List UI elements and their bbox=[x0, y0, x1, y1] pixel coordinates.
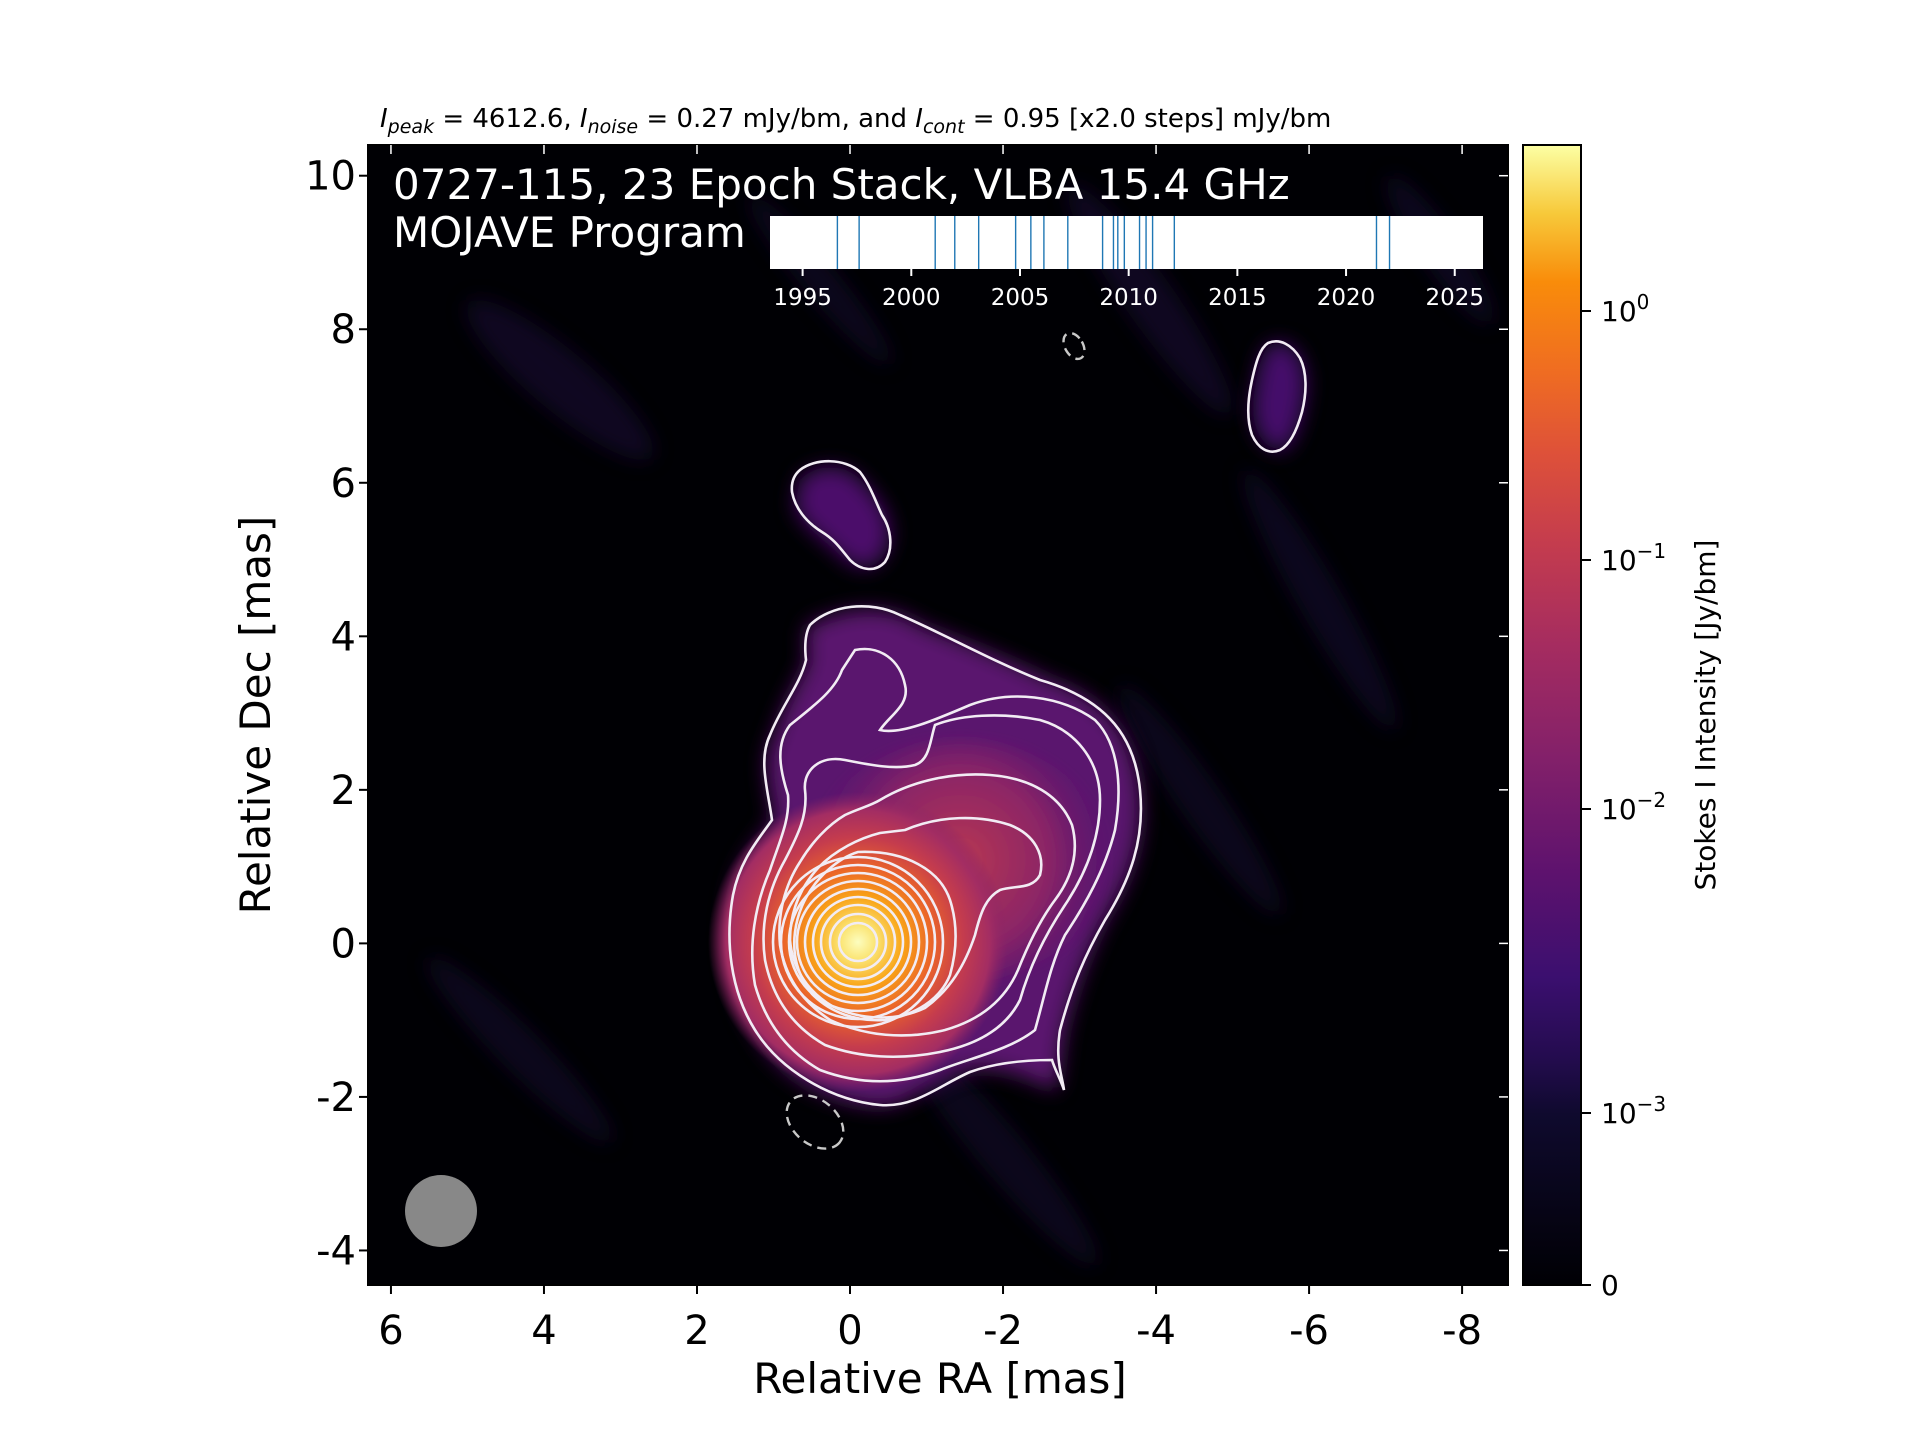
contour-2 bbox=[750, 647, 1120, 1083]
contour-9 bbox=[787, 871, 929, 1013]
epoch-tick-label: 2020 bbox=[1317, 285, 1376, 311]
epoch-tick-label: 2010 bbox=[1099, 285, 1158, 311]
colorbar-tick-label: 0 bbox=[1601, 1269, 1619, 1302]
x-tick-label: -6 bbox=[1289, 1308, 1329, 1354]
colorbar-tick-label: 100 bbox=[1601, 290, 1649, 328]
noise-symbol: I bbox=[580, 104, 588, 134]
x-tick-label: -2 bbox=[983, 1308, 1023, 1354]
noise-subscript: noise bbox=[588, 116, 639, 138]
contour-outer bbox=[728, 605, 1143, 1107]
cont-subscript: cont bbox=[923, 116, 966, 138]
contour-blob-north bbox=[790, 459, 892, 571]
x-tick-label: -4 bbox=[1136, 1308, 1176, 1354]
contour-8 bbox=[779, 863, 937, 1021]
y-tick-label: 6 bbox=[331, 461, 356, 507]
contour-10 bbox=[795, 879, 921, 1005]
epoch-tick-label: 2005 bbox=[991, 285, 1050, 311]
y-tick-label: 0 bbox=[331, 921, 356, 967]
cont-value: = 0.95 [x2.0 steps] mJy/bm bbox=[965, 104, 1332, 134]
colorbar-gradient bbox=[1523, 145, 1581, 1285]
epoch-tick-label: 2015 bbox=[1208, 285, 1267, 311]
contours bbox=[728, 340, 1307, 1107]
x-tick-label: 6 bbox=[378, 1308, 403, 1354]
x-tick-label: 0 bbox=[837, 1308, 862, 1354]
contour-blob-northeast bbox=[1246, 340, 1307, 453]
contour-15 bbox=[837, 921, 879, 963]
header-stats: Ipeak = 4612.6, Inoise = 0.27 mJy/bm, an… bbox=[380, 104, 1331, 138]
x-tick-label: 4 bbox=[531, 1308, 556, 1354]
contour-4 bbox=[778, 773, 1077, 1037]
contour-14 bbox=[828, 912, 888, 972]
y-axis-ticks: 10 8 6 4 2 0 -2 -4 bbox=[305, 154, 1508, 1274]
y-tick-label: 2 bbox=[331, 768, 356, 814]
y-tick-label: 8 bbox=[331, 307, 356, 353]
y-tick-label: 10 bbox=[305, 154, 356, 200]
peak-subscript: peak bbox=[387, 116, 435, 138]
epochs-inset-frame bbox=[770, 216, 1483, 269]
core-glow bbox=[708, 792, 1008, 1092]
epochs-inset: 1995 2000 2005 2010 2015 2020 2025 bbox=[770, 216, 1484, 311]
y-tick-label: -4 bbox=[316, 1228, 356, 1274]
noise-value: = 0.27 mJy/bm, and bbox=[638, 104, 915, 134]
cont-symbol: I bbox=[915, 104, 923, 134]
epoch-lines bbox=[836, 216, 1391, 269]
epoch-tick-label: 1995 bbox=[773, 285, 832, 311]
contour-7 bbox=[771, 855, 945, 1029]
program-name: MOJAVE Program bbox=[393, 208, 746, 257]
epoch-ticks: 1995 2000 2005 2010 2015 2020 2025 bbox=[773, 269, 1484, 311]
contour-13 bbox=[819, 903, 897, 981]
image-panel: 0727-115, 23 Epoch Stack, VLBA 15.4 GHz … bbox=[368, 145, 1508, 1285]
contour-3 bbox=[762, 714, 1102, 1059]
y-tick-label: 4 bbox=[331, 614, 356, 660]
source-title: 0727-115, 23 Epoch Stack, VLBA 15.4 GHz bbox=[393, 160, 1290, 209]
colorbar-tick-label: 10−2 bbox=[1601, 788, 1666, 826]
colorbar-label: Stokes I Intensity [Jy/bm] bbox=[1689, 540, 1722, 891]
epoch-tick-label: 2025 bbox=[1425, 285, 1484, 311]
colorbar-tick-label: 10−3 bbox=[1601, 1092, 1666, 1130]
y-tick-label: -2 bbox=[316, 1075, 356, 1121]
colorbar-ticks: 0 10−3 10−2 10−1 100 bbox=[1581, 290, 1666, 1302]
contour-12 bbox=[811, 895, 905, 989]
colorbar-frame bbox=[1522, 144, 1582, 1286]
colorbar-tick-label: 10−1 bbox=[1601, 539, 1666, 577]
epoch-tick-label: 2000 bbox=[882, 285, 941, 311]
x-axis-ticks: 6 4 2 0 -2 -4 -6 -8 bbox=[378, 145, 1482, 1354]
contour-11 bbox=[803, 887, 913, 997]
plot-frame bbox=[367, 144, 1509, 1286]
x-tick-label: 2 bbox=[684, 1308, 709, 1354]
x-axis-label: Relative RA [mas] bbox=[753, 1354, 1127, 1403]
contour-5 bbox=[788, 816, 1043, 1019]
x-tick-label: -8 bbox=[1442, 1308, 1482, 1354]
peak-value: = 4612.6, bbox=[434, 104, 580, 134]
y-axis-label: Relative Dec [mas] bbox=[231, 516, 280, 915]
peak-symbol: I bbox=[380, 104, 388, 134]
beam-ellipse bbox=[405, 1175, 477, 1247]
colorbar: 0 10−3 10−2 10−1 100 Stokes I Intensity [Jy/… bbox=[1522, 144, 1722, 1302]
